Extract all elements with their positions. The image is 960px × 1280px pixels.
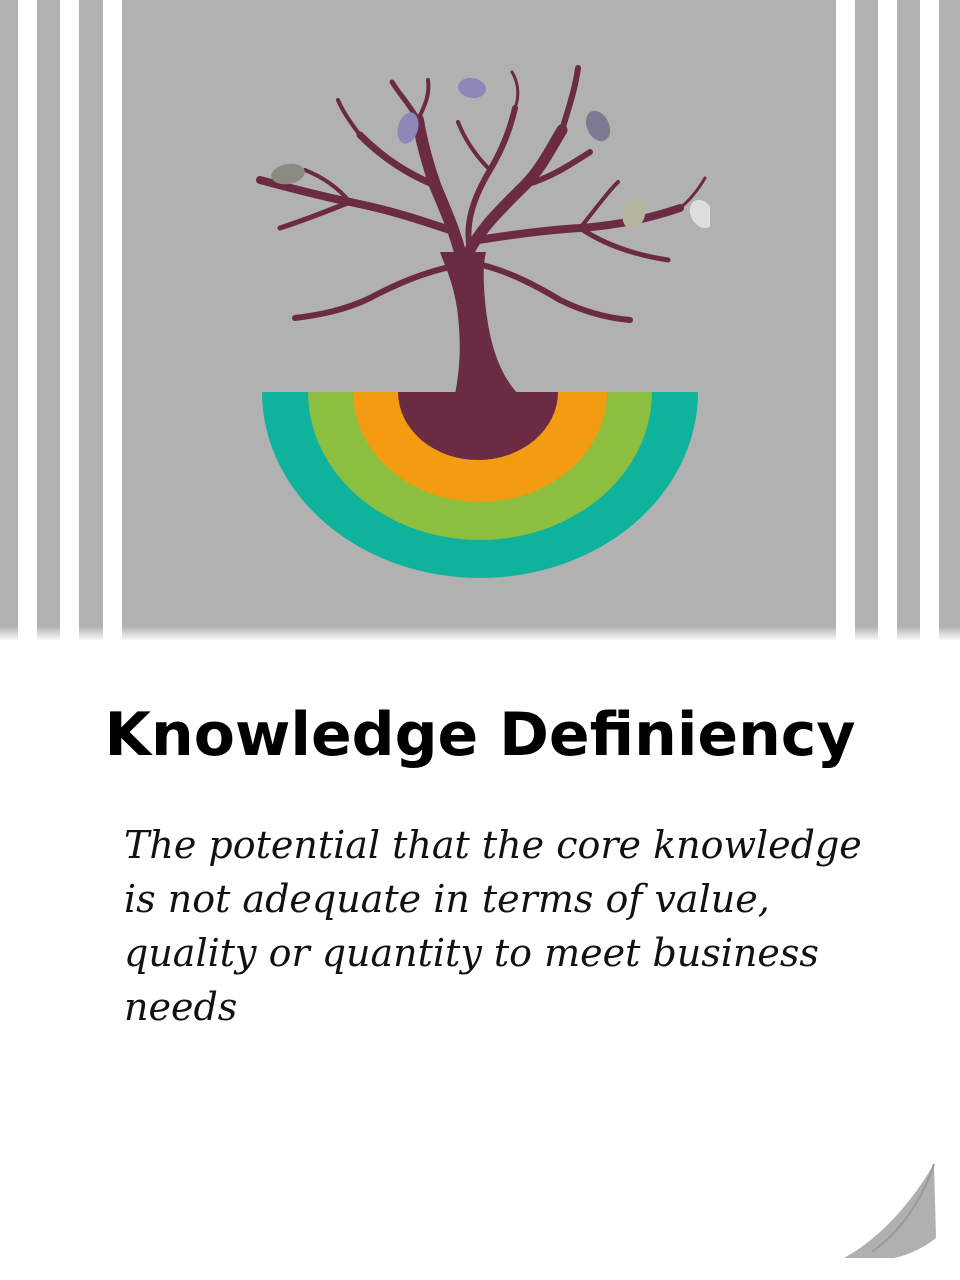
decorative-stripe (18, 0, 37, 640)
leaf-icon (622, 199, 646, 229)
leaf-icon (458, 77, 486, 99)
leaves (271, 77, 710, 229)
leaf-icon (689, 199, 710, 229)
root-core (398, 392, 558, 460)
leaf-icon (585, 110, 611, 142)
page-curl-icon (844, 1163, 936, 1258)
decorative-stripe (878, 0, 897, 640)
tree-with-rainbow-roots-icon (256, 65, 710, 578)
card-description: The potential that the core knowledge is… (124, 823, 862, 1029)
decorative-stripe (60, 0, 79, 640)
leaf-icon (397, 112, 419, 144)
decorative-stripe (103, 0, 122, 640)
decorative-stripe (920, 0, 939, 640)
decorative-stripe (836, 0, 855, 640)
card-title: Knowledge Definiency (104, 700, 856, 770)
trunk (440, 252, 518, 394)
leaf-icon (271, 163, 305, 185)
header-banner (0, 0, 960, 640)
